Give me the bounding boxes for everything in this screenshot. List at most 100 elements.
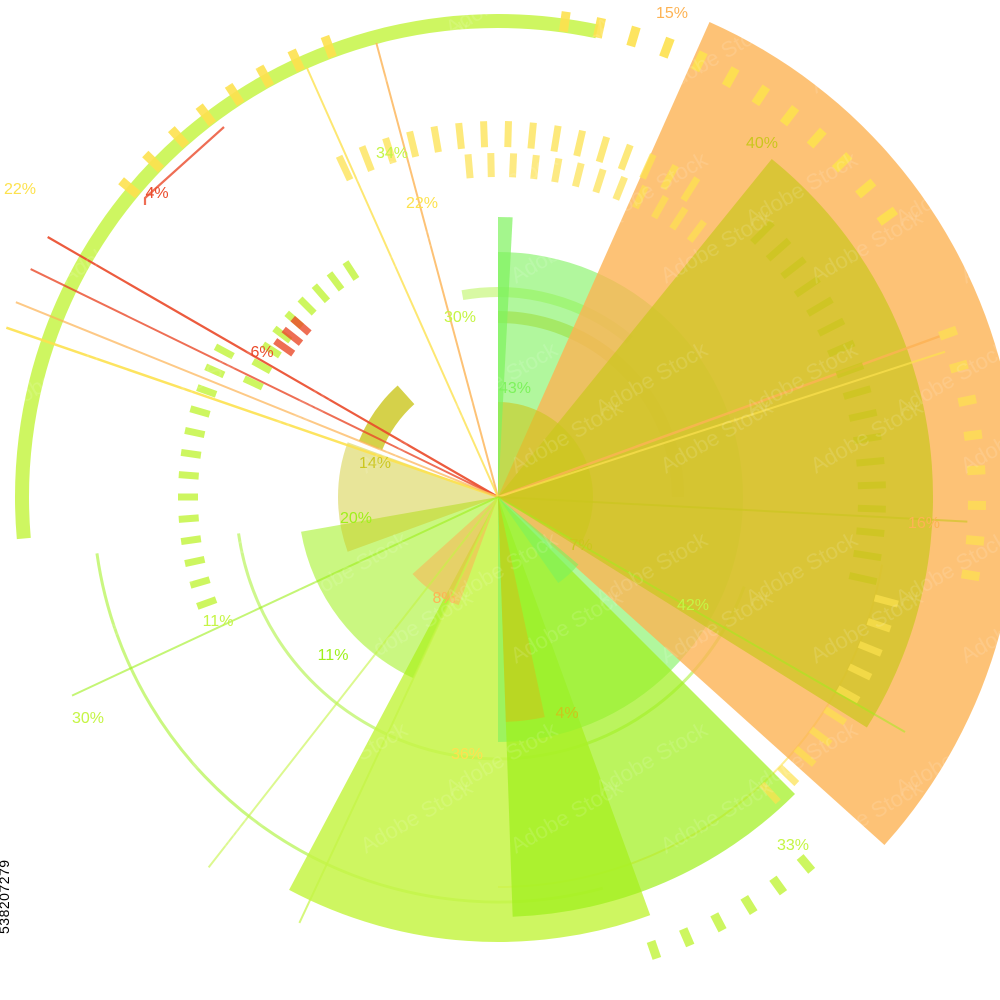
ray-12 [497,496,906,733]
mid-top-tick-9 [550,125,562,153]
percent-label-8: 43% [499,380,531,397]
outer-right2-tick-6 [965,535,985,546]
red-left-tick-0 [273,338,296,357]
stock-id-text: 538207279 [0,859,12,934]
tick-ring-layer [118,11,987,960]
sector-2 [498,497,795,917]
outer-yellow-tick-4 [224,82,245,107]
mid-right-tick-3 [793,276,821,298]
outer-right-tick-2 [626,25,641,48]
outer-bottom-tick-1 [769,875,788,896]
ray-2 [5,326,499,499]
percent-label-4: 22% [4,181,36,198]
red-left-tick-1 [281,326,304,346]
mid-right-tick-11 [856,457,885,467]
mid-left-tick-10 [196,384,218,398]
percent-label-0: 15% [656,5,688,22]
mid-left2-tick-3 [272,325,293,344]
sector-10 [498,497,579,584]
mid-top2-tick-9 [651,195,669,220]
outer-bottom-tick-5 [646,939,662,960]
mid-right2-tick-9 [759,781,781,805]
outer-right2-tick-0 [938,325,959,341]
percent-label-2: 34% [376,145,408,162]
mid-right-tick-6 [827,339,856,358]
mid-right2-tick-0 [873,594,899,608]
mid-right-tick-10 [853,432,882,445]
mid-left2-tick-6 [311,283,331,304]
outer-yellow-tick-6 [287,48,305,73]
outer-right-tick-7 [779,105,800,127]
outer-right2-tick-7 [960,569,981,582]
watermark-text-27: Adobe Stock [956,204,1000,289]
sector-8 [338,442,498,552]
outer-right-tick-9 [831,152,853,173]
mid-top2-tick-5 [572,162,585,188]
ray-3 [15,301,499,498]
ray-4 [375,42,499,498]
ray-7 [497,350,946,498]
mid-left2-tick-2 [261,341,282,359]
mid-top2-tick-7 [612,175,628,201]
mid-left-tick-7 [180,448,202,459]
outer-right-tick-11 [876,206,899,226]
ray-0 [47,236,499,498]
mid-right2-tick-4 [836,685,861,704]
mid-top-tick-6 [480,121,489,148]
outer-yellow-tick-2 [167,126,190,149]
mid-top-tick-13 [639,153,657,180]
sector-5 [498,402,593,545]
watermark-text-0: Adobe Stock [0,0,112,41]
mid-right2-tick-2 [857,641,883,657]
percent-label-5: 4% [145,185,168,202]
mid-left-tick-0 [196,596,218,610]
mid-right2-tick-5 [823,706,848,726]
mid-right-tick-1 [765,237,792,262]
mid-top2-tick-0 [464,154,474,179]
mid-top-tick-4 [430,125,442,153]
mid-right2-tick-6 [809,726,833,747]
outer-right-tick-10 [855,178,877,199]
ray-11 [497,496,968,523]
outer-right-tick-4 [691,50,708,73]
watermark-text-69: Adobe Stock [956,774,1000,859]
ray-layer [5,42,968,924]
mid-top-tick-3 [406,130,420,158]
mid-left-tick-6 [178,471,199,480]
outer-right-tick-3 [659,36,675,59]
mid-left-tick-3 [180,535,202,546]
outer-bottom-tick-3 [710,912,727,933]
outer-right2-tick-3 [963,429,983,441]
percent-label-14: 11% [203,613,234,630]
mid-right-tick-14 [856,527,885,537]
percent-label-19: 30% [72,710,104,727]
mid-top-tick-15 [680,176,701,203]
mid-top-tick-10 [573,129,586,157]
watermark-text-64: Adobe Stock [206,774,327,859]
mid-right-tick-15 [853,549,882,562]
mid-top2-tick-6 [592,168,607,194]
watermark-text-35: Adobe Stock [56,394,177,479]
mid-right-tick-2 [780,256,807,280]
red-left-tick-2 [290,315,312,336]
mid-right2-tick-8 [777,764,800,787]
sector-11 [498,217,513,497]
watermark-text-22: Adobe Stock [206,204,327,289]
mid-right2-tick-3 [847,663,873,681]
outer-yellow-tick-1 [142,150,165,173]
ray-1 [30,268,499,498]
mid-top-tick-0 [335,154,354,182]
mid-right-tick-5 [817,317,846,337]
ray-5 [305,67,499,498]
outer-yellow-tick-5 [255,64,275,89]
outer-right-tick-1 [592,17,606,39]
percent-label-16: 42% [677,597,709,614]
mid-right-tick-0 [750,220,775,245]
mid-left2-tick-0 [242,375,264,391]
outer-right2-tick-4 [967,465,986,476]
mid-right-tick-12 [857,481,886,490]
mid-left2-tick-1 [251,358,273,375]
percent-label-20: 33% [777,837,809,854]
mid-left-tick-4 [178,514,199,523]
ray-10 [71,496,499,697]
